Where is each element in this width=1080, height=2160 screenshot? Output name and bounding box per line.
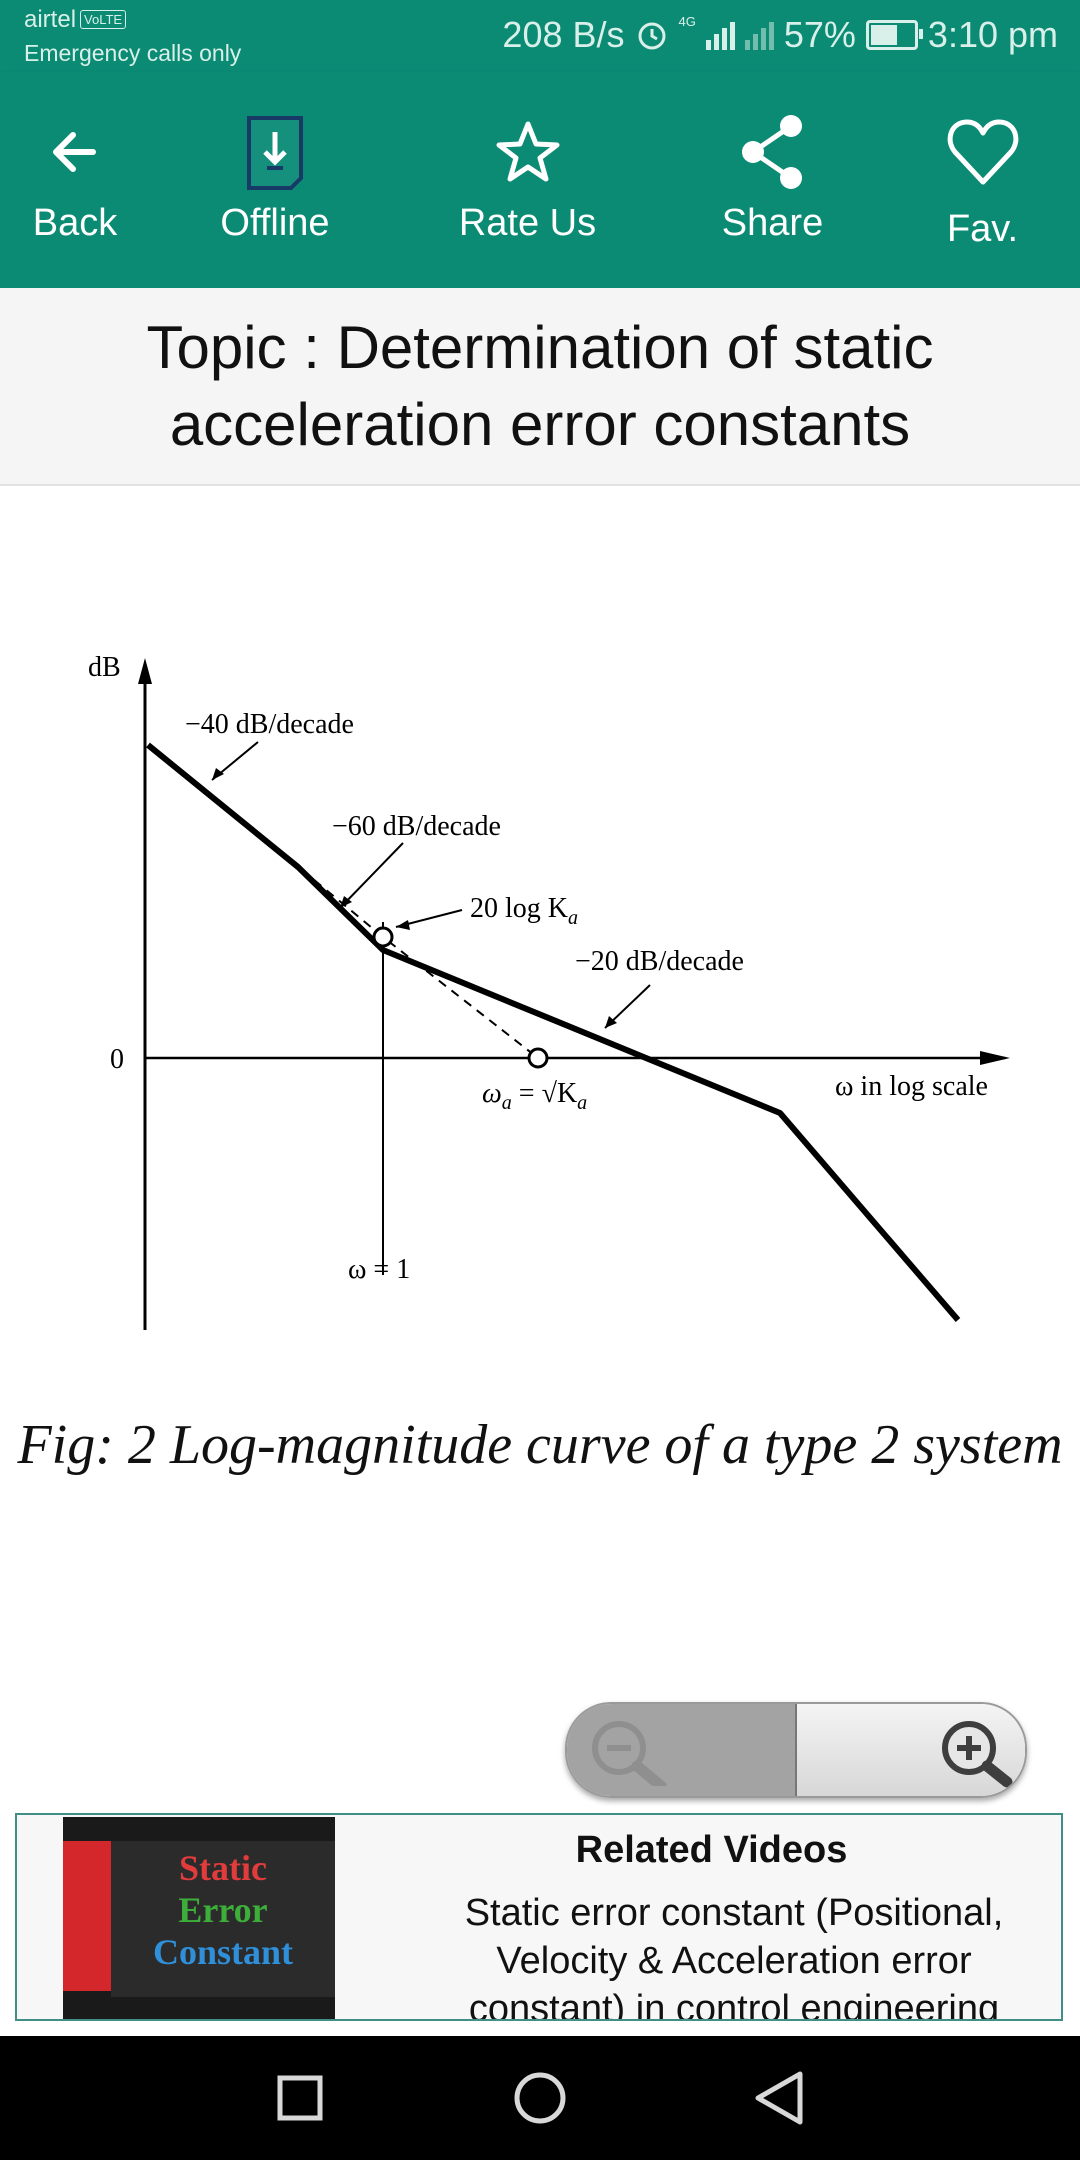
share-icon bbox=[741, 115, 802, 189]
slope-60-label: −60 dB/decade bbox=[332, 811, 501, 842]
related-videos-title: Related Videos bbox=[575, 1829, 848, 1871]
x-axis-arrowhead bbox=[980, 1051, 1010, 1065]
rate-us-button[interactable]: Rate Us bbox=[440, 72, 615, 288]
back-label: Back bbox=[32, 202, 118, 244]
dashed-extension bbox=[301, 869, 539, 1059]
log-ka-label: 20 log Ka bbox=[470, 893, 578, 929]
system-navigation-bar bbox=[0, 2036, 1080, 2160]
y-axis-label: dB bbox=[88, 652, 121, 683]
alarm-icon bbox=[638, 22, 666, 50]
pointer-40-head bbox=[212, 768, 224, 780]
figure-caption: Fig: 2 Log-magnitude curve of a type 2 s… bbox=[17, 1414, 1063, 1476]
offline-button[interactable]: Offline bbox=[190, 72, 360, 288]
emergency-text: Emergency calls only bbox=[24, 40, 242, 66]
asymptote-curve bbox=[146, 742, 961, 1322]
zoom-in-icon bbox=[942, 1721, 1013, 1788]
carrier-name: airtel bbox=[24, 6, 77, 33]
share-label: Share bbox=[721, 202, 824, 244]
thumbnail-text: Static Error Constant bbox=[111, 1841, 335, 1997]
signal-icon bbox=[705, 20, 735, 50]
pointer-20-head bbox=[605, 1016, 617, 1028]
thumbnail-line-2: Error bbox=[178, 1890, 268, 1930]
zero-label: 0 bbox=[110, 1044, 124, 1075]
omega-a-eq-subscript: a bbox=[577, 1092, 587, 1114]
heart-icon bbox=[947, 119, 1018, 185]
home-icon[interactable] bbox=[500, 2058, 580, 2138]
thumbnail-line-1: Static bbox=[179, 1848, 267, 1888]
status-bar: airtel VoLTE Emergency calls only 208 B/s… bbox=[0, 0, 1080, 72]
battery-percent: 57% bbox=[783, 14, 856, 55]
back-nav-icon[interactable] bbox=[740, 2058, 820, 2138]
marker-log-ka bbox=[372, 926, 394, 948]
back-arrow-icon bbox=[53, 132, 96, 172]
share-button[interactable]: Share bbox=[695, 72, 850, 288]
y-axis-arrowhead bbox=[138, 658, 152, 684]
zoom-out-button[interactable] bbox=[567, 1704, 797, 1796]
related-videos-card[interactable]: Static Error Constant Related Videos Sta… bbox=[15, 1813, 1063, 2021]
zoom-out-icon bbox=[592, 1721, 667, 1786]
carrier: airtel VoLTE bbox=[24, 6, 127, 34]
log-ka-text: 20 log K bbox=[470, 893, 568, 924]
slope-20-label: −20 dB/decade bbox=[575, 946, 744, 977]
pointer-60-head bbox=[340, 896, 352, 908]
log-magnitude-figure: dB 0 −40 dB/decade −60 dB/decade 20 log … bbox=[88, 652, 1010, 1330]
rate-us-label: Rate Us bbox=[458, 202, 597, 244]
toolbar: Back Offline Rate Us Share Fav. bbox=[0, 72, 1080, 288]
favorite-button[interactable]: Fav. bbox=[925, 72, 1040, 288]
omega-a-symbol: ω bbox=[482, 1078, 502, 1109]
omega-a-equation: = √K bbox=[512, 1078, 577, 1109]
status-right: 208 B/s 4G 57% 3:10 pm bbox=[502, 14, 1058, 56]
pointer-log-ka-head bbox=[396, 920, 410, 930]
network-type: 4G bbox=[678, 14, 696, 29]
related-video-description[interactable]: Static error constant (Positional, Veloc… bbox=[464, 1892, 1004, 2021]
marker-omega-a bbox=[527, 1047, 549, 1069]
pointer-60 bbox=[339, 842, 404, 909]
volte-badge: VoLTE bbox=[80, 10, 127, 29]
omega-a-subscript: a bbox=[502, 1092, 512, 1114]
thumbnail-red-stripe bbox=[63, 1841, 111, 1991]
download-file-icon bbox=[247, 116, 303, 190]
offline-label: Offline bbox=[220, 202, 330, 244]
network-speed: 208 B/s bbox=[502, 14, 625, 55]
battery-fill bbox=[870, 25, 898, 45]
recent-apps-icon[interactable] bbox=[260, 2058, 340, 2138]
omega-one-label: ω = 1 bbox=[348, 1254, 410, 1285]
star-icon bbox=[496, 121, 559, 182]
signal-icon-sim2 bbox=[744, 20, 774, 50]
log-ka-subscript: a bbox=[568, 907, 578, 929]
video-thumbnail[interactable]: Static Error Constant bbox=[63, 1817, 335, 2019]
slope-40-label: −40 dB/decade bbox=[185, 709, 354, 740]
zoom-in-button[interactable] bbox=[797, 1704, 1025, 1796]
page-title: Topic : Determination of static accelera… bbox=[0, 288, 1080, 486]
battery-icon bbox=[865, 20, 923, 50]
x-axis-label: ω in log scale bbox=[835, 1071, 988, 1102]
favorite-label: Fav. bbox=[946, 208, 1019, 250]
thumbnail-line-3: Constant bbox=[152, 1932, 294, 1972]
clock: 3:10 pm bbox=[927, 14, 1058, 55]
omega-a-label: ωa = √Ka bbox=[482, 1078, 587, 1114]
back-button[interactable]: Back bbox=[0, 72, 150, 288]
zoom-control bbox=[565, 1702, 1027, 1798]
